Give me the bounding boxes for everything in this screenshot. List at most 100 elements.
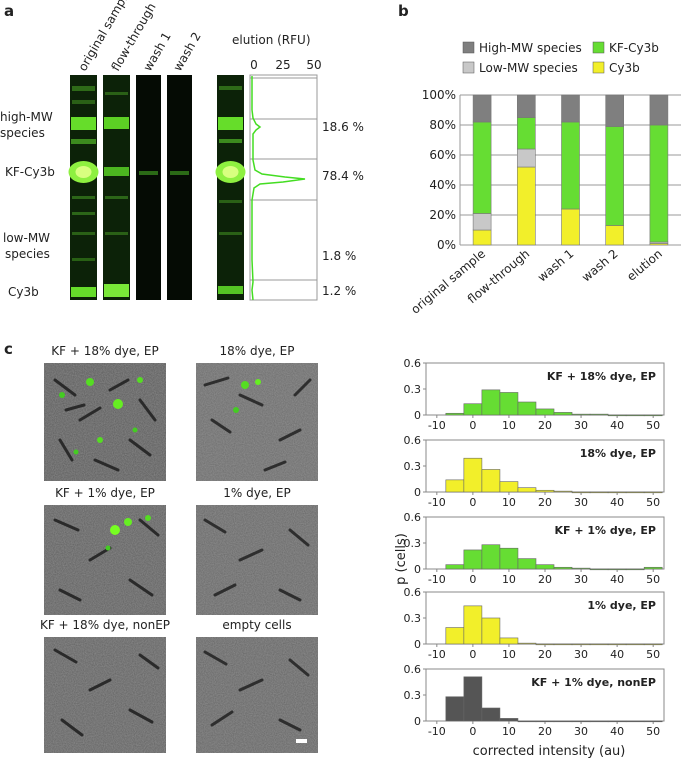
histogram-x-tick: 20 <box>538 419 552 432</box>
stacked-bar-y-ticks: 0% 20% 40% 60% 80% 100% <box>422 88 456 252</box>
y-tick-0: 0% <box>437 238 456 252</box>
histogram-4: 0 0.3 0.6 -10 0 10 20 30 40 50 1% dye, EP <box>404 586 665 661</box>
image-title-5: KF + 18% dye, nonEP <box>40 618 170 632</box>
histogram-y-tick: 0.6 <box>404 586 422 599</box>
panel-a: a original sample flow-through wash 1 wa… <box>0 0 364 301</box>
histogram-bar <box>445 627 465 645</box>
histogram-bar <box>535 489 555 493</box>
histogram-y-tick: 0.3 <box>404 460 422 473</box>
image-title-3: KF + 1% dye, EP <box>55 486 155 500</box>
histogram-x-tick: 20 <box>538 725 552 738</box>
histogram-bar <box>589 643 609 646</box>
band-label-high-mw-line1: high-MW <box>0 110 53 124</box>
rfu-tick-50: 50 <box>306 58 321 72</box>
panel-b: b High-MW species KF-Cy3b Low-MW species… <box>398 2 681 317</box>
histogram-bar <box>589 720 609 723</box>
histogram-y-label: p (cells) <box>394 533 409 585</box>
histogram-bar <box>571 720 591 723</box>
histogram-x-tick: 30 <box>574 419 588 432</box>
histogram-bar <box>463 457 483 493</box>
histogram-bar <box>481 389 501 416</box>
histogram-bar <box>589 491 609 494</box>
histogram-bar <box>571 491 591 494</box>
histogram-title-1: KF + 18% dye, EP <box>547 370 656 383</box>
histogram-5: 0 0.3 0.6 -10 0 10 20 30 40 50 KF + 1% dye, nonEP <box>404 663 665 738</box>
x-label-0: original sample <box>408 247 488 317</box>
histogram-bar <box>463 549 483 570</box>
legend-swatch-cy3b <box>592 61 605 74</box>
histogram-bar <box>607 643 627 646</box>
histogram-bar <box>571 643 591 646</box>
histogram-x-tick: 10 <box>502 573 516 586</box>
histogram-y-tick: 0.6 <box>404 663 422 676</box>
scale-bar <box>296 739 307 743</box>
y-tick-40: 40% <box>429 178 456 192</box>
histogram-bar <box>481 617 501 645</box>
stack-segment-kf-cy3b-0 <box>472 121 492 214</box>
percent-high-mw: 18.6 % <box>322 120 364 134</box>
histogram-x-tick: 10 <box>502 419 516 432</box>
rfu-profile-frame <box>249 74 318 301</box>
histogram-bar <box>553 643 573 646</box>
histogram-y-tick: 0 <box>414 409 421 422</box>
histogram-bar <box>481 544 501 570</box>
rfu-tick-25: 25 <box>275 58 290 72</box>
histogram-bar <box>499 392 519 416</box>
histogram-bar <box>607 491 627 494</box>
lane-label-wash-2: wash 2 <box>170 30 203 74</box>
histogram-x-tick: 0 <box>469 648 476 661</box>
stack-segment-kf-cy3b-3 <box>605 126 625 226</box>
stack-segment-high-mw-species-3 <box>605 94 625 127</box>
histogram-bar <box>607 568 627 571</box>
rfu-axis-label: elution (RFU) <box>232 33 311 47</box>
histogram-x-tick: 40 <box>610 725 624 738</box>
histogram-y-tick: 0.3 <box>404 689 422 702</box>
band-label-cy3b: Cy3b <box>8 285 39 299</box>
panel-c: c KF + 18% dye, EP 18% dye, EP KF + 1% d… <box>4 340 665 759</box>
stack-segment-high-mw-species-4 <box>649 94 669 126</box>
band-label-kf-cy3b: KF-Cy3b <box>5 165 55 179</box>
histogram-bar <box>517 487 537 493</box>
histogram-x-tick: -10 <box>428 419 446 432</box>
histogram-bar <box>553 412 573 416</box>
histogram-bar <box>553 490 573 493</box>
legend-label-kf-cy3b: KF-Cy3b <box>609 41 659 55</box>
histogram-bar <box>625 491 645 494</box>
histogram-bar <box>445 479 465 493</box>
histogram-y-tick: 0.6 <box>404 434 422 447</box>
histogram-y-tick: 0.3 <box>404 383 422 396</box>
percent-low-mw: 1.8 % <box>322 249 356 263</box>
panel-a-label: a <box>4 2 14 20</box>
histogram-x-tick: 10 <box>502 725 516 738</box>
stack-segment-low-mw-species-1 <box>516 148 536 168</box>
micrograph-1-ep <box>196 505 318 615</box>
micrograph-kf-18-nonep <box>44 637 166 753</box>
histogram-bar <box>517 642 537 645</box>
band-label-low-mw-line2: species <box>5 247 50 261</box>
histogram-bar <box>535 408 555 416</box>
histogram-bar <box>481 707 501 722</box>
histogram-x-tick: -10 <box>428 496 446 509</box>
histogram-y-tick: 0.6 <box>404 357 422 370</box>
band-label-high-mw-line2: species <box>0 126 45 140</box>
y-tick-20: 20% <box>429 208 456 222</box>
x-label-3: wash 2 <box>579 247 621 285</box>
histogram-x-tick: 50 <box>646 419 660 432</box>
legend-swatch-high-mw <box>462 41 475 54</box>
x-label-4: elution <box>624 247 665 284</box>
histogram-bar <box>643 720 663 723</box>
histogram-x-label: corrected intensity (au) <box>473 744 626 759</box>
histogram-x-tick: 40 <box>610 419 624 432</box>
x-label-2: wash 1 <box>535 247 577 285</box>
legend: High-MW species KF-Cy3b Low-MW species C… <box>462 41 659 75</box>
histogram-x-tick: 40 <box>610 496 624 509</box>
histogram-x-tick: 30 <box>574 725 588 738</box>
histogram-bar <box>625 643 645 646</box>
histogram-bar <box>463 403 483 416</box>
lane-label-wash-1: wash 1 <box>140 30 173 74</box>
histogram-y-tick: 0.3 <box>404 612 422 625</box>
histogram-x-tick: 10 <box>502 648 516 661</box>
gel-lane-flow-through <box>103 75 130 300</box>
